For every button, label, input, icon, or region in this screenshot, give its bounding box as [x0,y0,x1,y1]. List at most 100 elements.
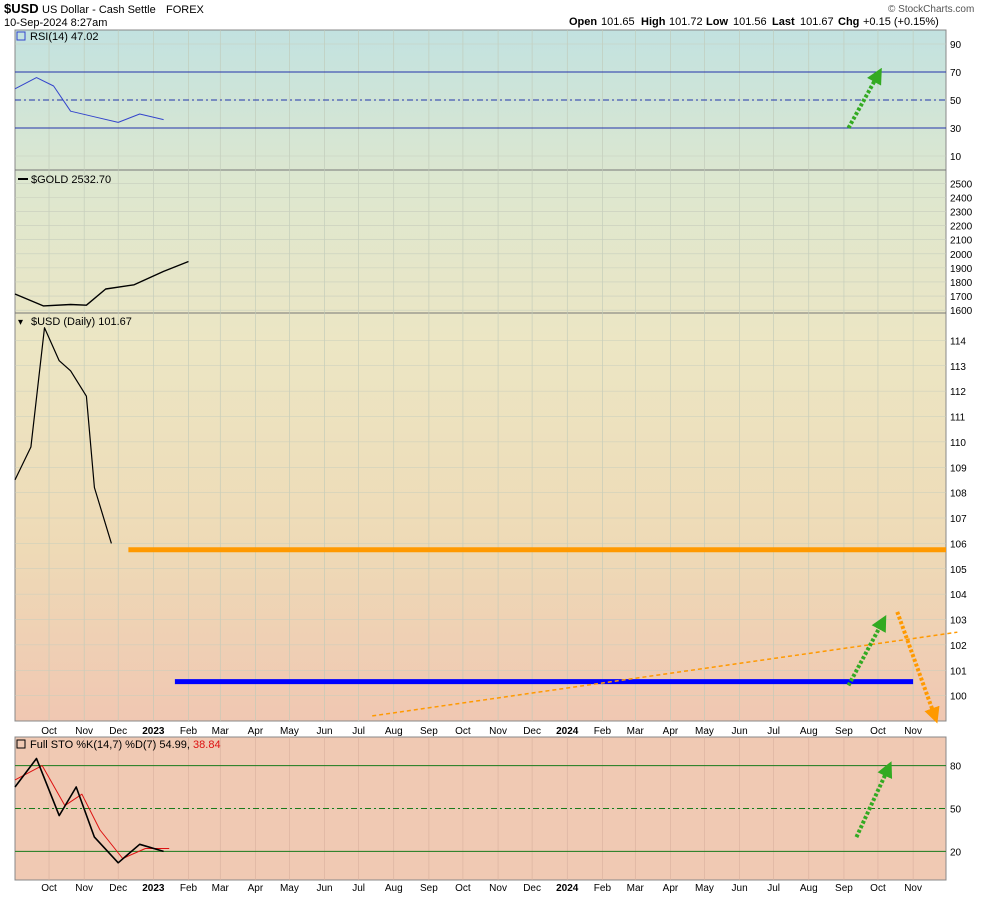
rsi-panel-label: RSI(14) 47.02 [30,31,98,43]
x-tick-label: Oct [870,726,886,737]
x-tick-label: Mar [212,726,230,737]
x-tick-label-stoch: Jul [767,883,780,894]
y-tick-label: 100 [950,692,967,703]
y-tick-label: 80 [950,762,962,773]
price-up-arrow [846,614,887,687]
axis-ticks: 90 70 50 30 10 2500 2400 2300 2200 2100 2000 1900 18… [41,40,972,894]
y-tick-label: 10 [950,152,962,163]
x-tick-label: Aug [800,726,818,737]
usd-price-line [14,327,112,544]
x-tick-label: Jun [732,726,748,737]
x-tick-label-stoch: Oct [455,883,471,894]
x-tick-label: Jul [767,726,780,737]
x-tick-label-stoch: Apr [248,883,264,894]
x-tick-label: Apr [248,726,264,737]
x-tick-label-stoch: Oct [870,883,886,894]
y-tick-label: 30 [950,124,962,135]
ohlc-readout: Open 101.65 High 101.72 Low 101.56 Last … [569,16,939,28]
rsi-legend-swatch [16,31,26,41]
y-tick-label: 50 [950,805,962,816]
x-tick-label-stoch: May [695,883,714,894]
x-tick-label: Oct [41,726,57,737]
gold-line [14,260,189,307]
y-tick-label: 110 [950,438,966,449]
chart-annotations [128,67,958,838]
x-tick-label: Feb [594,726,612,737]
x-tick-label-stoch: May [280,883,299,894]
date-stamp: 10-Sep-2024 8:27am [4,17,107,29]
y-tick-label: 108 [950,489,967,500]
stoch-d-value: 38.84 [193,739,221,751]
y-tick-label: 109 [950,463,967,474]
y-tick-label: 1900 [950,264,973,275]
x-tick-label: Sep [835,726,853,737]
high-label: High [641,16,666,28]
x-tick-label-stoch: 2023 [142,883,165,894]
y-tick-label: 1800 [950,278,973,289]
last-label: Last [772,16,795,28]
y-tick-label: 102 [950,641,967,652]
x-tick-label-stoch: Mar [212,883,230,894]
symbol: $USD [4,1,39,16]
y-tick-label: 2000 [950,250,973,261]
y-tick-label: 2500 [950,179,973,190]
chg-value: +0.15 (+0.15%) [863,16,939,28]
y-tick-label: 113 [950,362,966,373]
y-tick-label: 2100 [950,236,973,247]
x-tick-label-stoch: Nov [904,883,922,894]
stoch-up-arrow [854,761,893,838]
x-tick-label: Sep [420,726,438,737]
brand-label: © StockCharts.com [888,4,974,15]
y-tick-label: 111 [950,413,966,424]
stoch-label-text: Full STO %K(14,7) %D(7) 54.99, [30,739,193,751]
exchange: FOREX [166,4,205,16]
main-plot-area [14,29,947,722]
stoch-k-line [14,757,164,864]
x-tick-label: Nov [75,726,93,737]
x-tick-label: 2023 [142,726,165,737]
stoch-panel-label-prefix: Full STO %K(14,7) %D(7) 54.99, 38.84 [30,739,221,751]
instrument-name: US Dollar - Cash Settle [42,4,156,16]
rising-trendline [372,631,958,717]
y-tick-label: 104 [950,590,967,601]
y-tick-label: 1600 [950,306,973,317]
x-tick-label: Dec [523,726,541,737]
y-tick-label: 2400 [950,193,973,204]
x-tick-label-stoch: Nov [75,883,93,894]
open-value: 101.65 [601,16,635,28]
y-tick-label: 114 [950,336,966,347]
y-tick-label: 103 [950,616,967,627]
x-tick-label: Feb [180,726,198,737]
y-tick-label: 2300 [950,207,973,218]
x-tick-label: Nov [904,726,922,737]
x-tick-label-stoch: Aug [800,883,818,894]
y-tick-label: 2200 [950,222,973,233]
x-tick-label-stoch: Dec [109,883,127,894]
x-tick-label-stoch: Feb [594,883,612,894]
price-panel-label: $USD (Daily) 101.67 [31,316,132,328]
stoch-d-line [14,765,170,859]
x-tick-label-stoch: Sep [835,883,853,894]
x-tick-label: May [695,726,714,737]
low-value: 101.56 [733,16,767,28]
price-down-arrow [895,611,940,724]
x-tick-label: Mar [627,726,645,737]
x-tick-label-stoch: Aug [385,883,403,894]
x-tick-label-stoch: Dec [523,883,541,894]
y-tick-label: 101 [950,666,967,677]
x-tick-label-stoch: Feb [180,883,198,894]
x-tick-label-stoch: Mar [627,883,645,894]
chg-label: Chg [838,16,859,28]
open-label: Open [569,16,597,28]
gold-panel-label: $GOLD 2532.70 [31,174,111,186]
y-tick-label: 50 [950,96,962,107]
x-tick-label: Aug [385,726,403,737]
x-tick-label-stoch: Jul [352,883,365,894]
y-tick-label: 90 [950,40,962,51]
data-series [14,77,189,864]
x-tick-label-stoch: Oct [41,883,57,894]
y-tick-label: 70 [950,68,962,79]
rsi-up-arrow [846,67,882,129]
last-value: 101.67 [800,16,834,28]
